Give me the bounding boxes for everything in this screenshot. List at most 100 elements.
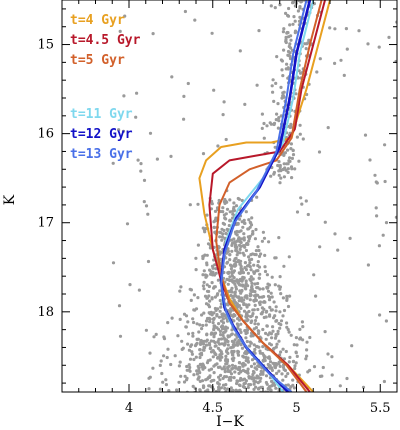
scatter-points <box>111 0 397 396</box>
scatter-point <box>291 359 296 363</box>
scatter-point <box>191 317 195 321</box>
scatter-point <box>212 88 216 92</box>
scatter-point <box>265 273 269 277</box>
scatter-point <box>280 372 284 376</box>
scatter-point <box>256 260 260 264</box>
scatter-point <box>243 102 247 106</box>
scatter-point <box>243 369 247 373</box>
legend-entry-3: t=5 Gyr <box>70 53 125 68</box>
scatter-point <box>212 328 216 332</box>
scatter-point <box>213 273 217 277</box>
scatter-point <box>211 321 215 325</box>
scatter-point <box>382 379 386 384</box>
scatter-point <box>252 387 256 391</box>
scatter-point <box>270 368 274 372</box>
scatter-point <box>289 147 293 151</box>
scatter-point <box>291 148 295 152</box>
scatter-point <box>260 385 264 389</box>
scatter-point <box>144 328 148 332</box>
scatter-point <box>234 287 238 291</box>
scatter-point <box>241 364 245 368</box>
scatter-point <box>235 379 239 383</box>
scatter-point <box>248 277 252 281</box>
y-tick-label: 18 <box>37 305 54 320</box>
scatter-point <box>270 295 274 299</box>
scatter-point <box>282 264 286 268</box>
scatter-point <box>237 295 241 299</box>
scatter-point <box>217 337 221 341</box>
scatter-point <box>284 168 288 172</box>
scatter-point <box>118 29 122 33</box>
legend-entry-4: t=11 Gyr <box>70 107 133 122</box>
scatter-point <box>213 285 217 289</box>
scatter-point <box>291 378 295 382</box>
scatter-point <box>242 302 246 307</box>
scatter-point <box>232 259 236 263</box>
scatter-point <box>270 275 274 279</box>
scatter-point <box>279 85 283 89</box>
scatter-point <box>206 303 210 307</box>
scatter-point <box>225 359 230 363</box>
scatter-point <box>289 122 293 126</box>
scatter-point <box>252 382 256 386</box>
scatter-point <box>252 362 256 366</box>
scatter-point <box>231 212 235 216</box>
scatter-point <box>142 200 146 204</box>
scatter-point <box>239 240 243 245</box>
scatter-point <box>279 350 283 354</box>
scatter-point <box>203 346 207 350</box>
scatter-point <box>205 296 209 300</box>
scatter-point <box>286 372 290 376</box>
scatter-point <box>254 269 258 273</box>
scatter-point <box>261 358 265 363</box>
scatter-point <box>298 337 302 341</box>
scatter-point <box>274 118 278 122</box>
scatter-point <box>209 332 213 336</box>
scatter-point <box>253 237 257 241</box>
scatter-point <box>202 269 206 273</box>
scatter-point <box>228 376 232 380</box>
scatter-point <box>229 314 233 318</box>
scatter-point <box>185 368 189 372</box>
scatter-point <box>230 367 234 371</box>
scatter-point <box>240 299 244 303</box>
scatter-point <box>238 247 242 251</box>
scatter-point <box>288 294 292 298</box>
scatter-point <box>218 230 222 234</box>
scatter-point <box>210 281 214 285</box>
scatter-point <box>244 248 248 253</box>
scatter-point <box>229 267 233 271</box>
scatter-point <box>253 318 258 323</box>
scatter-point <box>285 321 289 325</box>
scatter-point <box>269 308 273 312</box>
scatter-point <box>211 266 215 270</box>
scatter-point <box>205 213 209 217</box>
scatter-point <box>213 306 217 311</box>
scatter-point <box>219 325 223 329</box>
scatter-point <box>236 349 240 353</box>
scatter-point <box>190 350 194 354</box>
scatter-point <box>333 61 337 65</box>
scatter-point <box>373 173 377 177</box>
scatter-point <box>237 361 241 365</box>
isochrone-line-3 <box>215 0 323 392</box>
scatter-point <box>265 124 269 128</box>
scatter-point <box>266 282 270 286</box>
scatter-point <box>185 376 189 380</box>
scatter-point <box>232 376 236 380</box>
scatter-point <box>148 375 152 379</box>
scatter-point <box>201 256 205 261</box>
scatter-point <box>287 6 291 11</box>
scatter-point <box>263 269 268 274</box>
scatter-point <box>243 393 246 396</box>
scatter-point <box>175 388 179 392</box>
scatter-point <box>246 356 250 360</box>
scatter-point <box>249 293 253 297</box>
scatter-point <box>269 291 273 295</box>
scatter-point <box>308 368 312 372</box>
scatter-point <box>186 342 190 346</box>
scatter-point <box>226 249 230 253</box>
scatter-point <box>262 300 266 304</box>
scatter-point <box>249 223 254 227</box>
